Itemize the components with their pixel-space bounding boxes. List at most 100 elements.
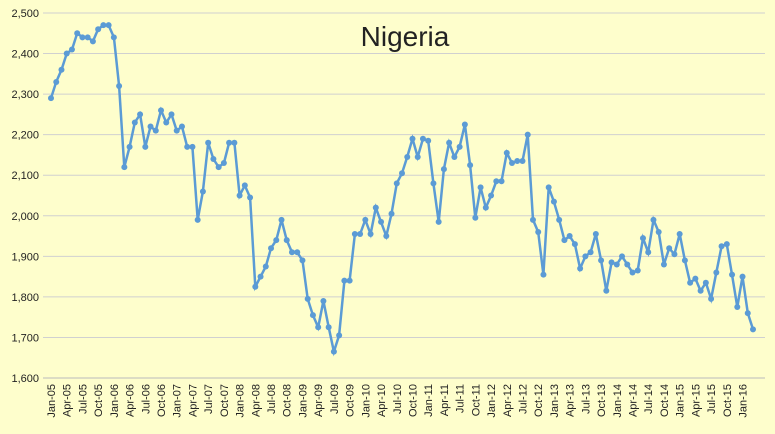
y-tick-label: 1,800 <box>11 292 39 304</box>
x-tick-label: Apr-06 <box>125 384 137 417</box>
data-point <box>163 119 170 126</box>
data-point <box>383 233 390 240</box>
x-tick-label: Apr-12 <box>502 384 514 417</box>
x-tick-label: Oct-14 <box>659 384 671 417</box>
x-tick-label: Apr-11 <box>439 384 451 416</box>
data-point <box>697 287 704 294</box>
data-point <box>598 257 605 264</box>
x-tick-label: Jan-10 <box>360 384 372 418</box>
data-point <box>84 34 91 41</box>
data-point <box>639 235 646 242</box>
x-tick-label: Jul-11 <box>455 384 467 413</box>
data-point <box>367 231 374 238</box>
data-point <box>645 249 652 256</box>
data-point <box>362 216 369 223</box>
x-tick-label: Jan-14 <box>612 384 624 418</box>
data-point <box>550 198 557 205</box>
data-point <box>351 231 358 238</box>
data-point <box>681 257 688 264</box>
data-point <box>713 269 720 276</box>
data-point <box>529 216 536 223</box>
data-point <box>48 95 54 102</box>
data-point <box>718 243 725 250</box>
x-tick-label: Jan-13 <box>549 384 561 418</box>
data-point <box>734 304 741 311</box>
data-point <box>634 267 641 274</box>
x-tick-label: Apr-09 <box>313 384 325 417</box>
data-point <box>53 78 60 85</box>
x-tick-label: Jul-13 <box>580 384 592 414</box>
data-point <box>121 164 128 171</box>
x-tick-label: Oct-10 <box>407 384 419 417</box>
data-point <box>425 137 432 144</box>
data-point <box>519 158 526 165</box>
data-point <box>750 326 756 333</box>
y-tick-label: 2,100 <box>11 170 39 182</box>
data-point <box>100 22 107 29</box>
data-point <box>603 287 610 294</box>
data-point <box>105 22 112 29</box>
x-tick-label: Apr-10 <box>376 384 388 417</box>
x-tick-label: Apr-14 <box>628 384 640 417</box>
x-tick-label: Jan-06 <box>109 384 121 418</box>
x-tick-label: Oct-13 <box>596 384 608 417</box>
x-tick-label: Oct-12 <box>533 384 545 417</box>
x-tick-label: Apr-05 <box>62 384 74 417</box>
data-point <box>509 160 516 167</box>
data-point <box>430 180 437 187</box>
x-tick-label: Jan-16 <box>738 384 750 418</box>
x-tick-label: Jul-14 <box>643 384 655 414</box>
data-point <box>493 178 500 185</box>
data-point <box>126 143 133 150</box>
x-tick-label: Jan-08 <box>235 384 247 418</box>
data-point <box>210 156 217 162</box>
x-tick-label: Jan-07 <box>172 384 184 418</box>
data-point <box>566 233 573 240</box>
data-point <box>739 273 746 280</box>
x-tick-label: Oct-09 <box>345 384 357 417</box>
data-point <box>220 160 227 167</box>
data-point <box>498 178 505 185</box>
data-point <box>456 143 463 150</box>
data-point <box>540 271 547 278</box>
data-point <box>488 192 495 199</box>
data-point <box>404 153 411 160</box>
x-tick-label: Jan-12 <box>486 384 498 418</box>
data-point <box>613 261 620 268</box>
x-tick-label: Jul-15 <box>706 384 718 414</box>
x-tick-label: Jul-12 <box>517 384 529 414</box>
data-point <box>666 245 673 252</box>
data-point <box>702 279 709 286</box>
data-point <box>535 229 542 235</box>
data-point <box>68 46 75 53</box>
data-point <box>325 324 332 331</box>
y-tick-label: 1,900 <box>11 251 39 263</box>
x-tick-label: Jul-10 <box>392 384 404 414</box>
y-tick-label: 1,700 <box>11 332 39 344</box>
data-point <box>315 324 322 331</box>
y-tick-label: 2,300 <box>11 89 39 101</box>
data-point <box>624 261 631 268</box>
data-point <box>89 38 96 45</box>
x-tick-label: Apr-08 <box>250 384 262 417</box>
data-point <box>309 312 316 319</box>
x-tick-label: Jul-06 <box>140 384 152 414</box>
data-point <box>435 218 442 225</box>
data-point <box>357 231 364 238</box>
data-point <box>283 237 290 244</box>
data-point <box>257 273 264 280</box>
data-point <box>650 216 657 223</box>
x-tick-label: Jan-09 <box>297 384 309 418</box>
data-point <box>556 216 563 223</box>
data-point <box>561 237 568 244</box>
x-tick-label: Oct-08 <box>282 384 294 417</box>
data-point <box>388 210 395 217</box>
data-point <box>545 184 552 191</box>
data-point <box>95 26 102 33</box>
data-point <box>524 131 531 138</box>
x-tick-label: Jan-15 <box>675 384 687 418</box>
data-point <box>178 123 185 130</box>
data-point <box>503 149 510 156</box>
